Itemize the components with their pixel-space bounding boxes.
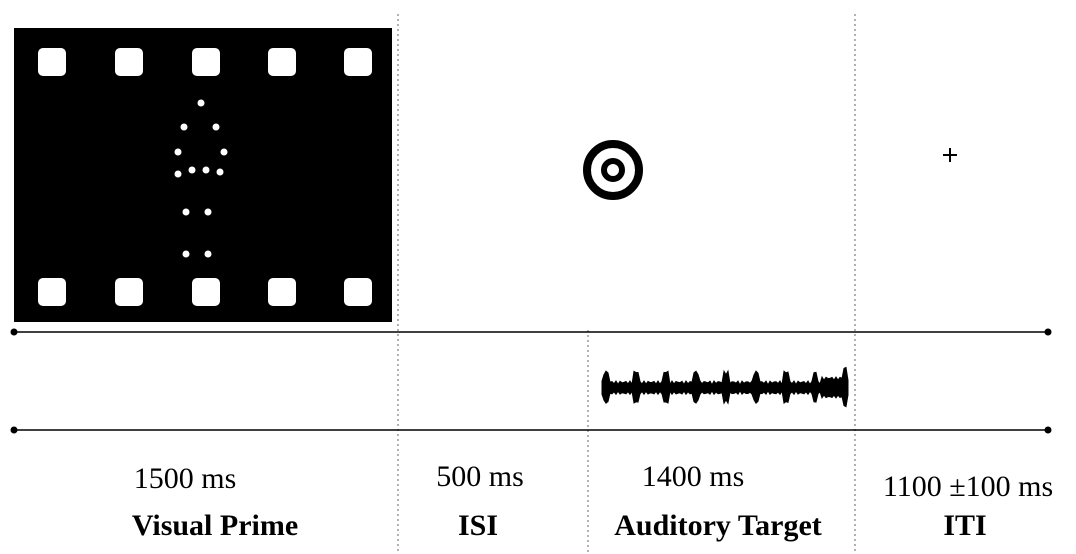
light-dot	[182, 208, 190, 216]
sprocket-hole	[115, 278, 143, 306]
sprocket-holes	[38, 48, 372, 306]
sprocket-hole	[268, 278, 296, 306]
point-light-figure	[174, 99, 228, 258]
sprocket-hole	[344, 278, 372, 306]
light-dot	[182, 250, 190, 258]
sprocket-hole	[192, 278, 220, 306]
light-dot	[212, 123, 220, 131]
sprocket-hole	[115, 48, 143, 76]
phase-label: Auditory Target	[614, 509, 822, 542]
light-dot	[174, 170, 182, 178]
light-dot	[180, 123, 188, 131]
phase-label: ISI	[458, 509, 498, 542]
sprocket-hole	[192, 48, 220, 76]
phase-label: Visual Prime	[132, 509, 298, 542]
sprocket-hole	[38, 278, 66, 306]
sprocket-hole	[268, 48, 296, 76]
film-frame	[14, 28, 392, 322]
phase-label: ITI	[943, 509, 986, 542]
light-dot	[216, 168, 224, 176]
duration: 1100 ±100 ms	[883, 470, 1053, 503]
light-dot	[188, 166, 196, 174]
timeline	[10, 328, 1052, 434]
duration: 1500 ms	[134, 462, 237, 495]
light-dot	[174, 148, 182, 156]
sprocket-hole	[344, 48, 372, 76]
sound-waveform	[601, 366, 849, 408]
duration: 500 ms	[436, 460, 524, 493]
light-dot	[204, 208, 212, 216]
light-dot	[197, 99, 205, 107]
sprocket-hole	[38, 48, 66, 76]
light-dot	[220, 148, 228, 156]
light-dot	[202, 166, 210, 174]
fixation-cross	[943, 148, 957, 162]
target-symbol	[583, 140, 643, 200]
duration: 1400 ms	[642, 460, 745, 493]
light-dot	[204, 250, 212, 258]
